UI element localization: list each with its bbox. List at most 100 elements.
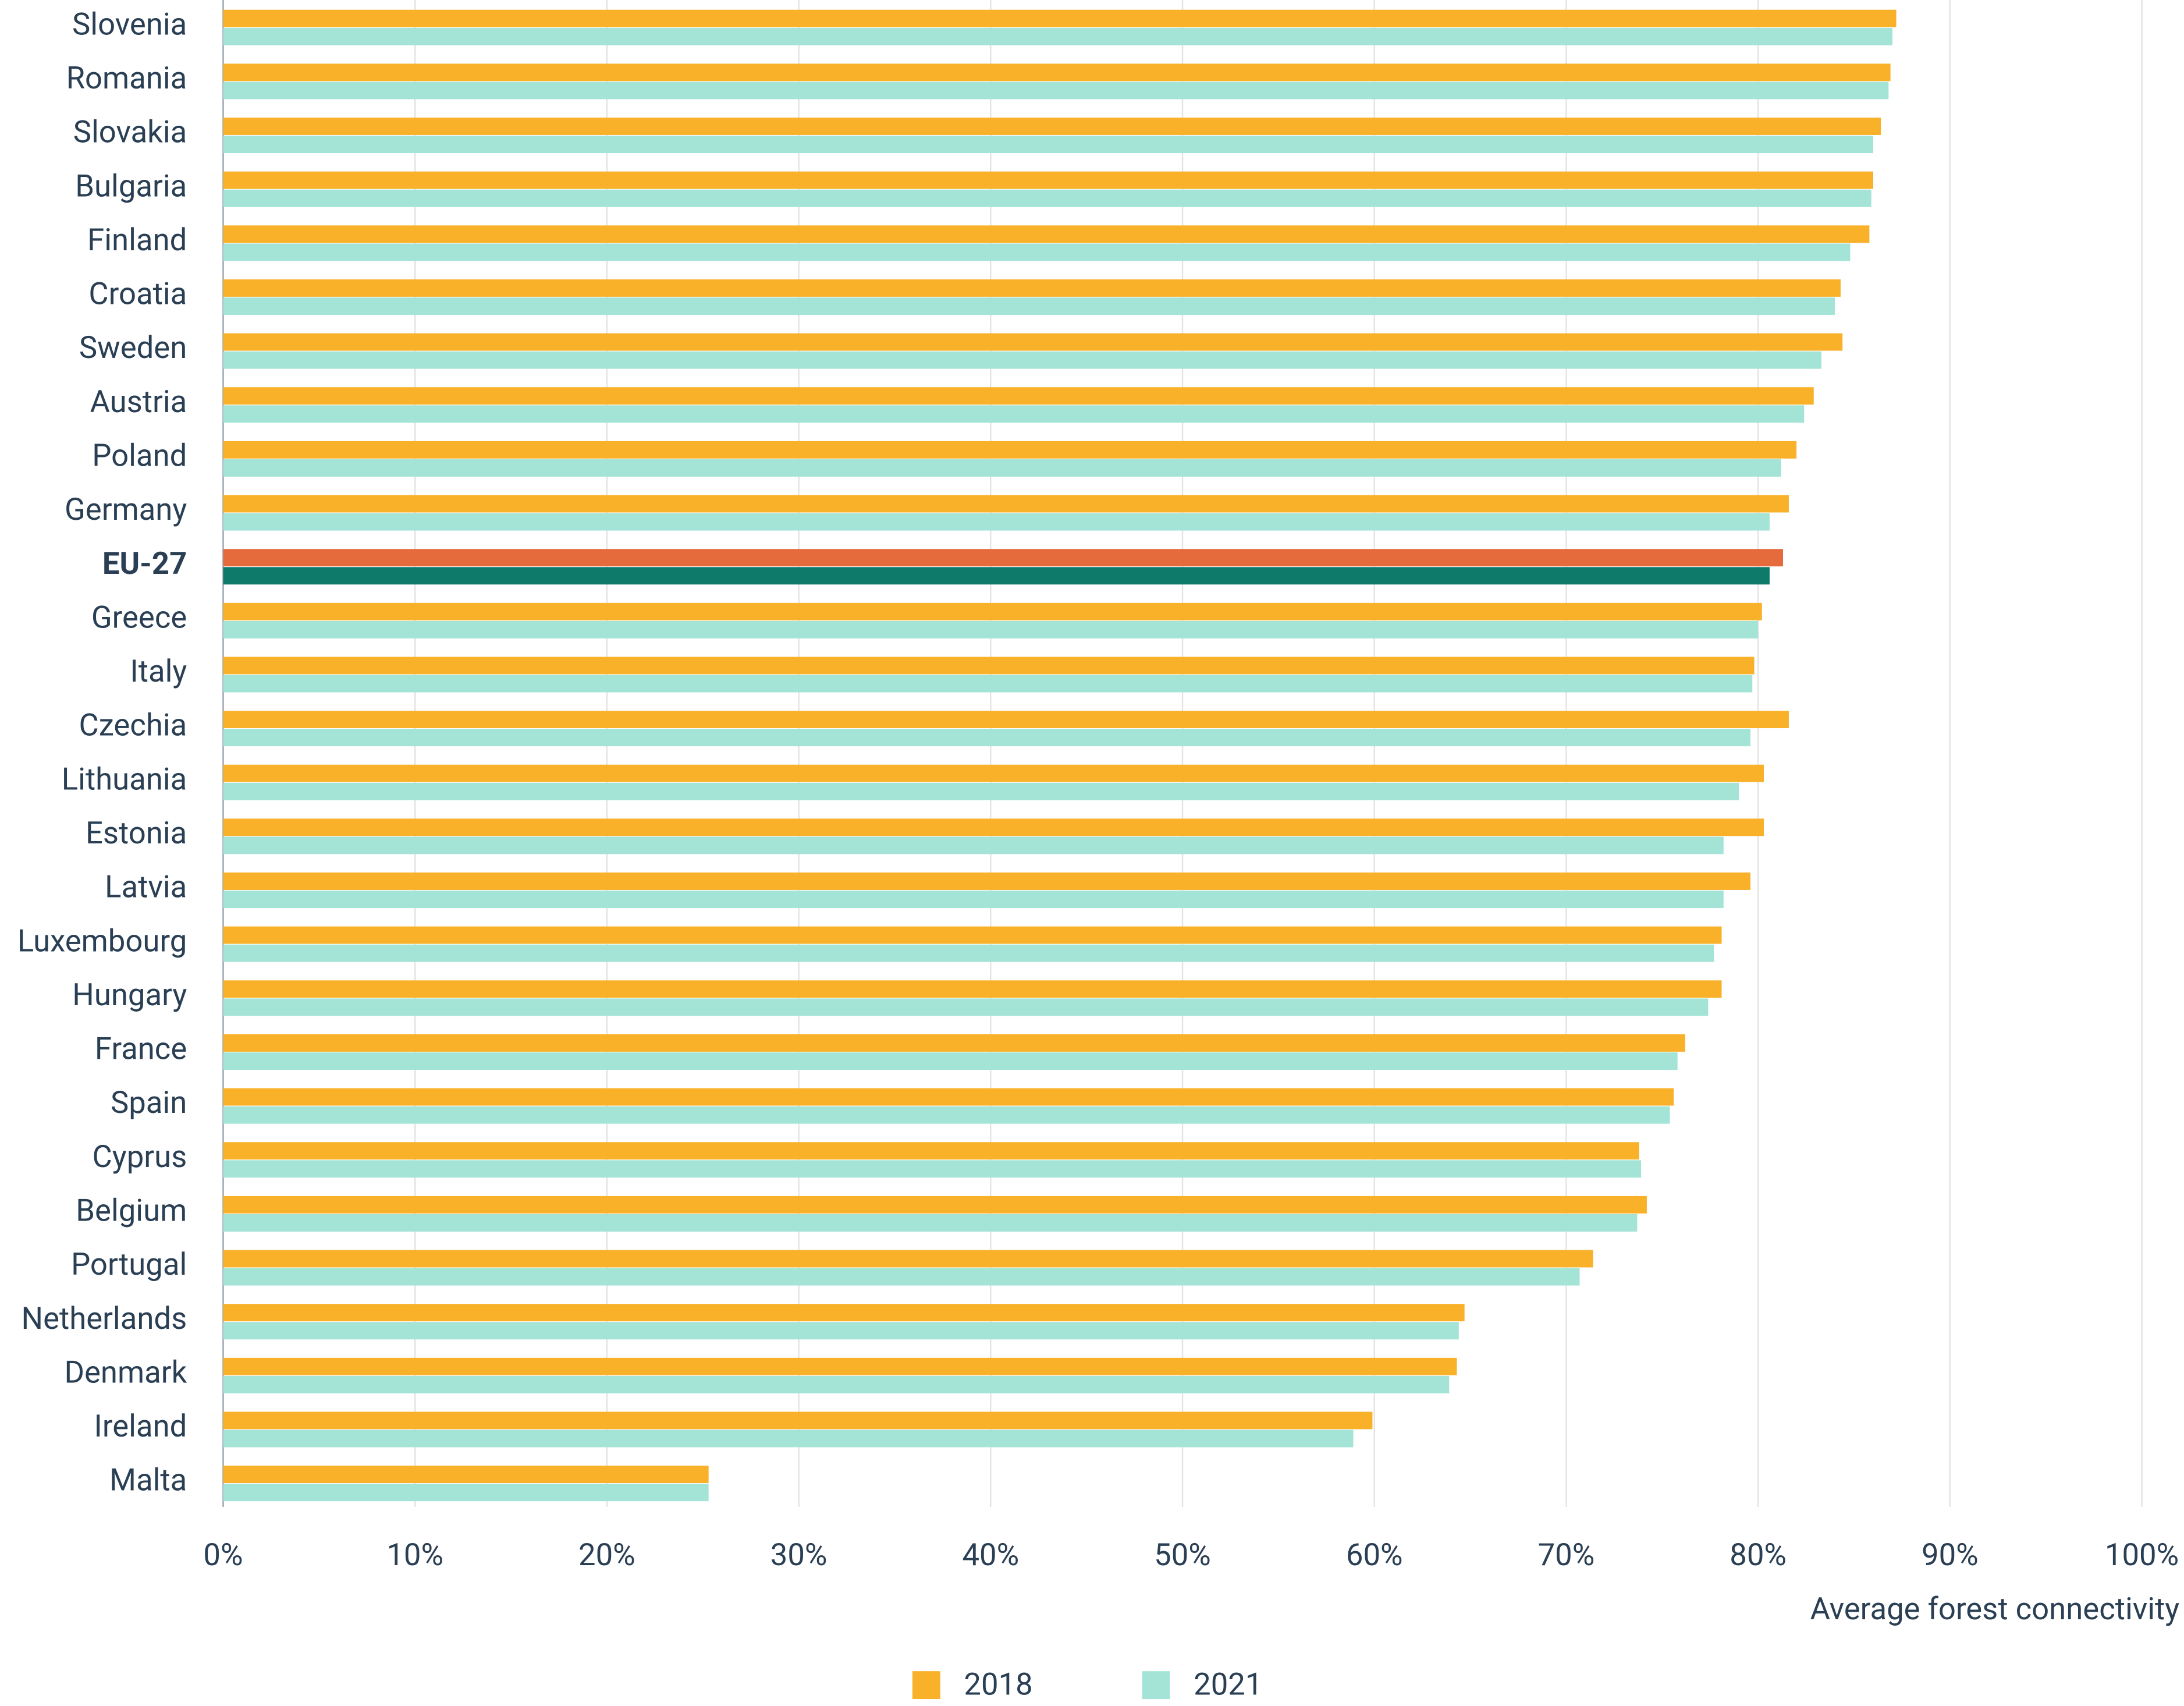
bar: [223, 602, 1762, 620]
bar: [223, 1196, 1647, 1214]
y-tick-label: Bulgaria: [75, 168, 187, 204]
x-tick-label: 0%: [203, 1537, 243, 1573]
bar: [223, 1357, 1457, 1375]
y-tick-label: Netherlands: [22, 1300, 187, 1336]
bar: [223, 1304, 1465, 1322]
bar: [223, 567, 1770, 585]
bar: [223, 405, 1805, 423]
bar: [223, 1034, 1685, 1052]
bar: [223, 657, 1755, 675]
y-tick-label: Slovakia: [73, 114, 187, 150]
bar: [223, 243, 1851, 261]
bar: [223, 351, 1821, 369]
x-tick-label: 30%: [770, 1537, 828, 1573]
bar: [223, 1268, 1580, 1286]
bar: [223, 1250, 1593, 1268]
x-tick-label: 100%: [2105, 1537, 2179, 1573]
bar: [223, 441, 1797, 459]
bar: [223, 1142, 1639, 1160]
x-tick-label: 40%: [962, 1537, 1019, 1573]
y-tick-label: Hungary: [72, 977, 187, 1013]
bar: [223, 225, 1870, 243]
bar: [223, 729, 1750, 747]
y-tick-label: Croatia: [88, 276, 187, 312]
bar: [223, 9, 1897, 27]
bar: [223, 1214, 1638, 1232]
y-tick-label: Slovenia: [72, 6, 187, 42]
bar: [223, 836, 1724, 854]
bar: [223, 782, 1739, 800]
bar: [223, 980, 1722, 998]
bar: [223, 495, 1789, 513]
bar: [223, 387, 1814, 405]
y-tick-label: Estonia: [86, 815, 187, 851]
bar: [223, 1484, 709, 1502]
bar: [223, 81, 1889, 100]
bar: [223, 118, 1881, 135]
bar: [223, 1411, 1373, 1430]
y-tick-label: Latvia: [105, 869, 187, 905]
x-tick-label: 70%: [1538, 1537, 1595, 1573]
y-tick-label: Spain: [111, 1084, 187, 1120]
bar: [223, 620, 1759, 639]
bar: [223, 1322, 1459, 1340]
bar: [223, 1106, 1670, 1124]
bar: [223, 63, 1891, 81]
y-tick-label: Poland: [92, 438, 187, 474]
y-tick-label: Austria: [90, 384, 187, 420]
x-tick-label: 60%: [1346, 1537, 1403, 1573]
bar: [223, 764, 1764, 782]
x-tick-label: 10%: [386, 1537, 443, 1573]
bar: [223, 891, 1724, 909]
y-tick-label: Cyprus: [93, 1138, 187, 1175]
y-tick-label: Belgium: [76, 1193, 187, 1229]
legend-swatch: [1142, 1671, 1170, 1700]
bar: [223, 333, 1843, 351]
y-tick-label: Italy: [130, 653, 187, 689]
bar: [223, 1052, 1678, 1070]
x-tick-label: 90%: [1922, 1537, 1979, 1573]
x-tick-label: 80%: [1730, 1537, 1787, 1573]
bar: [223, 171, 1873, 189]
x-axis-label: Average forest connectivity: [1810, 1591, 2180, 1627]
bar: [223, 944, 1714, 962]
x-tick-label: 20%: [578, 1537, 635, 1573]
bar: [223, 549, 1784, 567]
y-tick-label: Lithuania: [62, 761, 187, 797]
bar: [223, 1375, 1450, 1393]
bar: [223, 1160, 1642, 1178]
y-tick-label: EU-27: [102, 545, 187, 581]
bar: [223, 872, 1750, 890]
y-tick-label: Finland: [87, 222, 187, 258]
legend-label: 2018: [964, 1666, 1032, 1702]
bar: [223, 459, 1781, 477]
bar: [223, 189, 1872, 207]
y-tick-label: Greece: [91, 599, 187, 635]
bar: [223, 675, 1753, 693]
bar: [223, 1466, 709, 1484]
y-tick-label: Czechia: [79, 707, 187, 743]
bar: [223, 1430, 1354, 1448]
bar: [223, 1088, 1674, 1106]
bar: [223, 818, 1764, 836]
y-tick-label: Germany: [65, 491, 187, 527]
legend-label: 2021: [1194, 1666, 1262, 1702]
bar: [223, 998, 1709, 1016]
y-tick-label: Denmark: [64, 1354, 187, 1390]
bar: [223, 27, 1892, 45]
y-tick-label: France: [95, 1031, 187, 1067]
legend-swatch: [912, 1671, 940, 1700]
bar: [223, 711, 1789, 729]
bar: [223, 279, 1841, 297]
y-tick-label: Portugal: [71, 1246, 187, 1282]
bar: [223, 136, 1873, 154]
bar: [223, 513, 1770, 531]
y-tick-label: Sweden: [79, 329, 187, 366]
bar: [223, 926, 1722, 944]
y-tick-label: Luxembourg: [17, 923, 187, 959]
y-tick-label: Romania: [66, 60, 187, 96]
bar: [223, 297, 1835, 315]
y-tick-label: Ireland: [94, 1408, 187, 1444]
y-tick-label: Malta: [109, 1462, 187, 1498]
